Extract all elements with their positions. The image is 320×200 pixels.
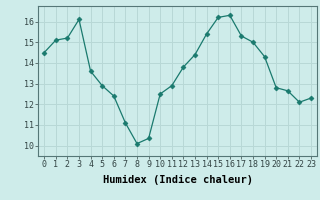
X-axis label: Humidex (Indice chaleur): Humidex (Indice chaleur)	[103, 175, 252, 185]
